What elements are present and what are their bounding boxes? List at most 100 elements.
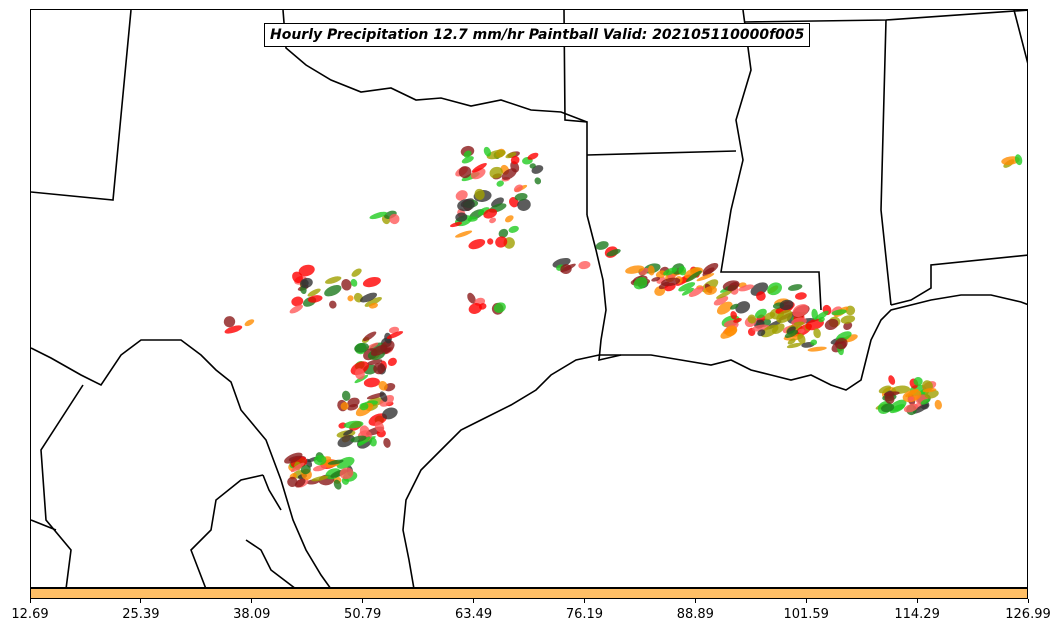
- colorbar-tick-label: 50.79: [344, 607, 382, 622]
- mexico-state-boundary-3: [190, 474, 264, 587]
- precipitation-blob: [493, 302, 506, 313]
- precipitation-blob: [878, 385, 892, 394]
- precipitation-blob: [364, 296, 382, 307]
- precipitation-blob: [457, 198, 475, 212]
- precipitation-blob: [357, 436, 371, 447]
- precipitation-blob: [458, 166, 472, 179]
- precipitation-blob: [369, 437, 377, 447]
- state-boundary-rio-grande: [31, 339, 331, 587]
- precipitation-blob: [363, 377, 380, 388]
- colorbar-tick-label: 88.89: [676, 607, 714, 622]
- precipitation-blob: [477, 207, 490, 216]
- colorbar-tick-mark: [916, 599, 918, 603]
- colorbar: [30, 588, 1028, 599]
- precipitation-blob: [779, 299, 794, 311]
- precipitation-blob: [881, 403, 895, 413]
- precipitation-blob: [368, 413, 388, 426]
- precipitation-blob: [756, 291, 766, 301]
- precipitation-blob: [884, 393, 895, 405]
- state-boundary-ok-ar: [563, 10, 588, 215]
- colorbar-tick-label: 114.29: [894, 607, 940, 622]
- precipitation-blob: [776, 309, 793, 324]
- state-boundary-ar-north: [586, 150, 737, 156]
- precipitation-blob: [313, 454, 327, 466]
- precipitation-blob: [486, 149, 506, 160]
- precipitation-blob: [907, 396, 915, 402]
- colorbar-tick-label: 76.19: [565, 607, 604, 622]
- colorbar-tick-mark: [1027, 599, 1029, 603]
- precipitation-blob: [386, 331, 404, 339]
- precipitation-blob: [362, 331, 377, 342]
- colorbar-tick-mark: [583, 599, 585, 603]
- precipitation-blob: [359, 292, 378, 303]
- precipitation-blob: [716, 301, 733, 315]
- precipitation-blob: [787, 338, 796, 345]
- colorbar-tick-label: 12.69: [11, 607, 49, 622]
- state-boundary-nm-co: [31, 10, 132, 201]
- precipitation-blob: [378, 381, 388, 391]
- precipitation-blob: [505, 215, 514, 223]
- precipitation-blob: [343, 420, 364, 429]
- precipitation-blob: [354, 342, 370, 353]
- precipitation-blob: [824, 318, 839, 330]
- precipitation-blob: [483, 208, 498, 219]
- state-boundary-mississippi-river: [720, 10, 822, 311]
- colorbar-tick-label: 25.39: [122, 607, 160, 622]
- precipitation-blob: [374, 421, 385, 433]
- precipitation-blob: [738, 284, 754, 292]
- colorbar-tick-mark: [805, 599, 807, 603]
- precipitation-blob: [663, 267, 678, 276]
- precipitation-blob: [529, 163, 536, 169]
- precipitation-blob: [505, 152, 517, 159]
- precipitation-blob: [379, 391, 388, 402]
- precipitation-blob: [514, 193, 528, 201]
- map-panel: Hourly Precipitation 12.7 mm/hr Paintbal…: [30, 9, 1028, 588]
- colorbar-tick-mark: [694, 599, 696, 603]
- precipitation-blob: [347, 397, 360, 408]
- precipitation-blob: [888, 375, 896, 385]
- precipitation-blob: [471, 163, 487, 173]
- precipitation-blob: [813, 328, 821, 339]
- precipitation-blob: [890, 399, 907, 412]
- precipitation-blob: [807, 346, 827, 352]
- precipitation-blob: [788, 284, 803, 291]
- precipitation-blob: [370, 344, 388, 356]
- precipitation-blob: [311, 475, 329, 482]
- precipitation-blob: [223, 316, 236, 328]
- precipitation-blob: [760, 324, 779, 338]
- precipitation-blob: [517, 198, 531, 211]
- precipitation-blob: [647, 265, 655, 276]
- precipitation-blob: [450, 221, 462, 228]
- precipitation-blob: [764, 312, 776, 320]
- precipitation-blob: [300, 277, 313, 289]
- precipitation-blob: [468, 238, 486, 250]
- precipitation-blob: [292, 271, 303, 284]
- precipitation-blob: [513, 184, 523, 193]
- precipitation-blob: [487, 238, 494, 245]
- precipitation-blob: [298, 264, 315, 277]
- precipitation-blob: [489, 166, 503, 179]
- mexico-state-boundary-1: [40, 384, 84, 587]
- precipitation-blob: [351, 268, 362, 277]
- precipitation-blob: [727, 281, 739, 292]
- state-boundary-ms-al: [880, 19, 892, 306]
- precipitation-blob: [312, 464, 327, 472]
- precipitation-blob: [388, 326, 400, 334]
- precipitation-blob: [289, 304, 303, 314]
- precipitation-blob: [508, 225, 519, 233]
- precipitation-blob: [461, 156, 474, 164]
- precipitation-blob: [810, 339, 818, 346]
- precipitation-blob: [347, 295, 354, 302]
- precipitation-blob: [244, 319, 255, 327]
- precipitation-blob: [387, 357, 397, 367]
- colorbar-tick-label: 126.99: [1005, 607, 1051, 622]
- precipitation-blob: [284, 452, 303, 464]
- precipitation-blob: [483, 146, 492, 157]
- map-canvas: [31, 10, 1027, 587]
- precipitation-blob: [333, 479, 342, 490]
- precipitation-blob: [713, 295, 729, 306]
- precipitation-blob: [341, 279, 352, 291]
- precipitation-blob: [337, 435, 355, 448]
- precipitation-blob: [455, 190, 468, 201]
- precipitation-blob: [747, 314, 757, 324]
